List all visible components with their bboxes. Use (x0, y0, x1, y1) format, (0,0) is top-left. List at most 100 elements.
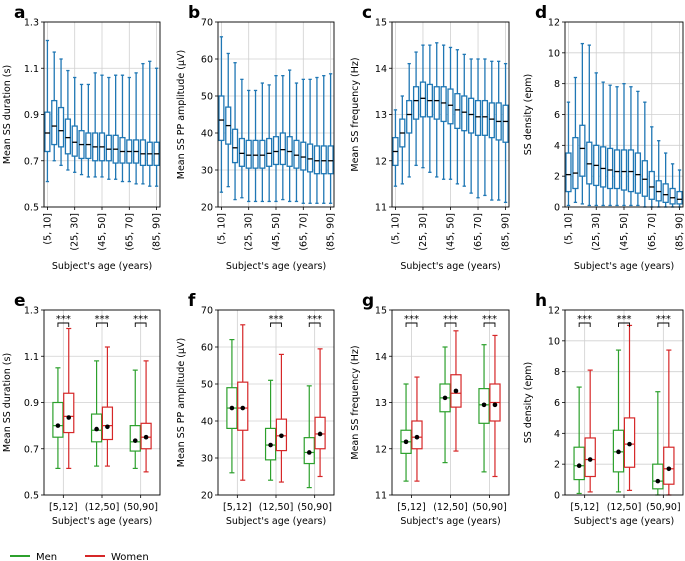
significance-label: *** (404, 314, 419, 325)
significance-bracket (618, 322, 630, 327)
significance-label: *** (443, 314, 458, 325)
panel-letter-b: b (188, 3, 200, 23)
age-box (327, 73, 334, 204)
y-tick-label: 8 (554, 367, 560, 378)
box-iqr (663, 446, 675, 485)
age-box (71, 76, 78, 173)
y-tick-label: 10 (548, 336, 560, 347)
age-box (676, 169, 683, 208)
age-box (399, 95, 406, 185)
x-axis-label: Subject's age (years) (574, 516, 674, 527)
age-box (468, 58, 475, 194)
age-box (259, 82, 266, 203)
box-iqr (606, 147, 614, 190)
box-iqr (474, 99, 482, 136)
y-tick-label: 40 (201, 417, 213, 428)
age-box (481, 58, 489, 197)
x-axis-label: Subject's age (years) (52, 516, 152, 527)
box-iqr (119, 136, 126, 164)
y-tick-label: 4 (554, 429, 560, 440)
y-axis-label: SS density (epm) (523, 362, 534, 443)
x-axis-label: Subject's age (years) (400, 516, 500, 527)
box-iqr (572, 136, 579, 190)
y-tick-label: 0 (554, 203, 560, 214)
box-women (314, 348, 326, 478)
y-tick-label: 20 (201, 203, 213, 214)
y-tick-label: 60 (201, 343, 213, 354)
box-men (400, 383, 412, 482)
legend-men-label: Men (36, 552, 57, 561)
axes-frame (217, 21, 335, 208)
mean-marker (105, 424, 110, 430)
box-iqr (238, 137, 245, 167)
age-box (426, 44, 433, 173)
panel-letter-e: e (14, 291, 26, 311)
x-tick-label: (50,90] (297, 502, 332, 513)
age-box (286, 69, 293, 203)
box-women (63, 327, 75, 470)
age-box (112, 74, 119, 180)
y-tick-label: 70 (201, 306, 213, 317)
x-tick-label: (5, 10] (390, 213, 401, 245)
x-tick-label: (45, 50] (446, 213, 457, 251)
y-axis-label: Mean SS PP amplitude (μV) (176, 338, 187, 467)
box-iqr (307, 143, 314, 173)
box-iqr (502, 104, 509, 143)
age-box (279, 75, 286, 201)
box-iqr (51, 99, 58, 146)
age-box (245, 89, 252, 203)
box-iqr (313, 145, 321, 175)
age-box (119, 74, 126, 183)
mean-marker (481, 402, 487, 408)
age-box (153, 67, 160, 187)
y-tick-label: 70 (201, 18, 213, 29)
mean-marker (317, 431, 323, 437)
y-tick-label: 6 (554, 110, 560, 121)
age-box (433, 42, 440, 178)
axes-frame (564, 21, 684, 208)
y-tick-label: 11 (375, 491, 387, 502)
significance-bracket (57, 322, 70, 327)
significance-label: *** (95, 314, 110, 325)
box-iqr (71, 125, 78, 157)
axes-frame (391, 309, 510, 496)
box-iqr (586, 141, 593, 185)
box-women (623, 324, 636, 491)
box-iqr (406, 99, 413, 134)
axes-frame (564, 309, 684, 496)
panels: a 0.5 0.7 0.9 1.1 1.3 Mean SS duration (s) (5, … (2, 3, 685, 527)
panel-letter-c: c (362, 3, 372, 23)
y-tick-label: 1.1 (24, 352, 39, 363)
age-box (392, 109, 399, 187)
age-box (406, 62, 413, 178)
age-box (300, 78, 307, 204)
box-iqr (320, 145, 327, 175)
y-tick-label: 20 (201, 491, 213, 502)
y-tick-label: 1.3 (24, 306, 39, 317)
box-iqr (327, 145, 334, 175)
mean-marker (616, 449, 621, 455)
panel-letter-g: g (362, 291, 374, 311)
y-tick-label: 6 (554, 398, 560, 409)
box-iqr (648, 170, 655, 200)
mean-marker (627, 441, 632, 447)
age-box (64, 69, 71, 171)
age-box (313, 76, 321, 204)
box-women (411, 376, 423, 482)
y-axis-label: Mean SS duration (s) (2, 353, 13, 452)
legend-women-label: Women (111, 552, 149, 561)
mean-marker (229, 405, 235, 411)
box-iqr (266, 137, 273, 167)
y-axis-label: Mean SS duration (s) (2, 65, 13, 164)
age-box (662, 152, 669, 208)
x-tick-label: (50,90] (646, 502, 681, 513)
box-men (226, 339, 238, 474)
significance-label: *** (269, 314, 284, 325)
significance-bracket (657, 322, 670, 327)
box-iqr (584, 437, 596, 478)
box-men (129, 369, 141, 470)
mean-marker (453, 388, 459, 394)
x-tick-label: (65, 70] (298, 213, 309, 251)
y-tick-label: 0.5 (24, 491, 39, 502)
x-tick-label: (25, 30] (244, 213, 255, 251)
